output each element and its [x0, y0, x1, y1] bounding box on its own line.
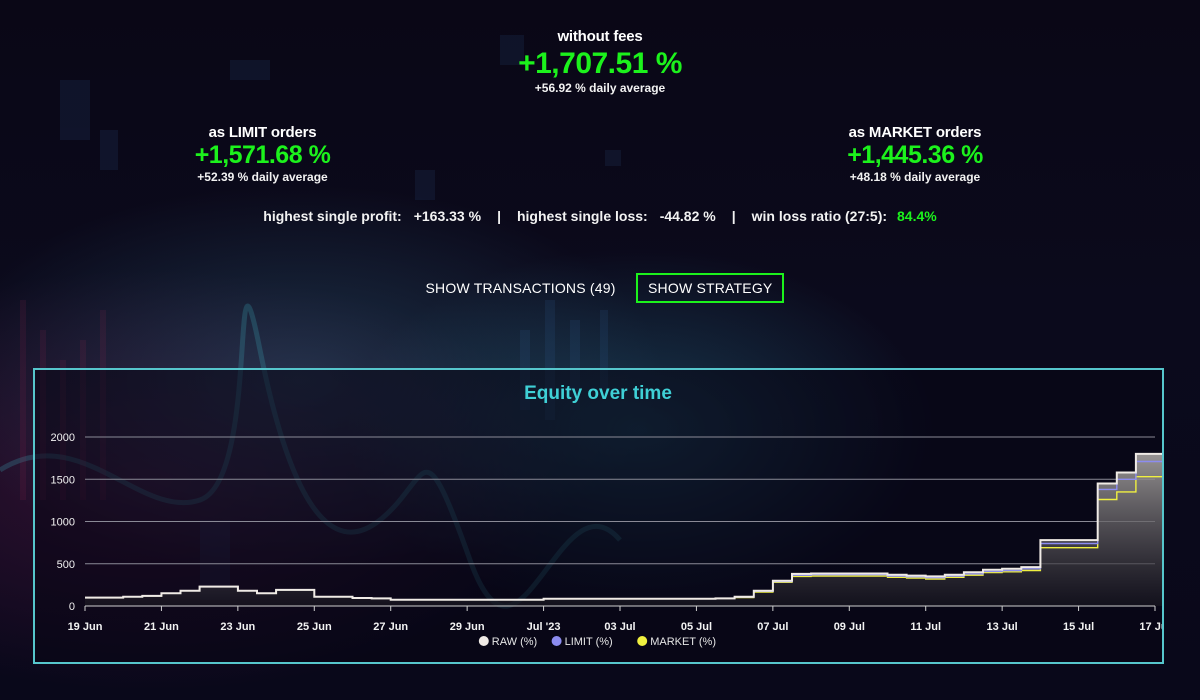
raw-area-fill	[85, 453, 1162, 606]
x-tick-label: 19 Jun	[68, 621, 103, 633]
limit-orders-daily-average: +52.39 % daily average	[197, 170, 328, 184]
market-orders-value: +1,445.36 %	[847, 141, 983, 169]
x-tick-label: 07 Jul	[757, 621, 788, 633]
x-tick-label: 23 Jun	[220, 621, 255, 633]
y-tick-label: 2000	[51, 432, 75, 444]
highest-profit-value: +163.33 %	[413, 208, 482, 224]
without-fees-block: without fees +1,707.51 % +56.92 % daily …	[480, 28, 720, 95]
stats-separator: |	[497, 208, 501, 224]
without-fees-daily-average: +56.92 % daily average	[534, 81, 666, 95]
win-loss-ratio-label: win loss ratio (27:5):	[751, 208, 888, 224]
x-tick-label: 05 Jul	[681, 621, 712, 633]
stats-separator: |	[731, 208, 736, 224]
win-loss-ratio-value: 84.4%	[897, 208, 937, 224]
limit-orders-label: as LIMIT orders	[208, 124, 317, 141]
x-tick-label: 27 Jun	[373, 621, 408, 633]
action-buttons: SHOW TRANSACTIONS (49) SHOW STRATEGY	[0, 273, 1200, 303]
market-orders-label: as MARKET orders	[848, 124, 982, 141]
highest-profit-label: highest single profit:	[263, 208, 402, 224]
market-orders-daily-average: +48.18 % daily average	[849, 170, 981, 184]
x-tick-label: 03 Jul	[604, 621, 635, 633]
highest-loss-label: highest single loss:	[516, 208, 648, 224]
x-tick-label: 11 Jul	[910, 621, 941, 633]
without-fees-label: without fees	[557, 28, 643, 45]
legend-label: LIMIT (%)	[565, 636, 613, 648]
y-tick-label: 0	[69, 601, 75, 613]
legend-marker	[637, 636, 648, 646]
show-strategy-button[interactable]: SHOW STRATEGY	[636, 273, 785, 303]
limit-orders-block: as LIMIT orders +1,571.68 % +52.39 % dai…	[150, 124, 375, 184]
y-tick-label: 500	[57, 559, 75, 571]
show-transactions-button[interactable]: SHOW TRANSACTIONS (49)	[425, 280, 616, 296]
y-tick-label: 1500	[51, 474, 75, 486]
legend-label: RAW (%)	[492, 636, 537, 648]
y-tick-label: 1000	[51, 517, 75, 529]
legend-marker	[478, 636, 489, 646]
x-tick-label: 25 Jun	[297, 621, 332, 633]
x-tick-label: Jul '23	[527, 621, 561, 633]
legend-label: MARKET (%)	[650, 636, 716, 648]
limit-orders-value: +1,571.68 %	[194, 141, 331, 169]
x-tick-label: 29 Jun	[450, 621, 485, 633]
series-line-raw	[85, 452, 1162, 601]
trade-stats-row: highest single profit: +163.33 % | highest …	[0, 208, 1200, 224]
x-tick-label: 21 Jun	[144, 621, 179, 633]
x-tick-label: 09 Jul	[834, 621, 865, 633]
equity-chart: Equity over time 0 500 1000 1500 2000 19 Jun 21…	[51, 383, 1162, 648]
x-tick-label: 15 Jul	[1063, 621, 1094, 633]
without-fees-value: +1,707.51 %	[518, 47, 682, 80]
equity-chart-panel: Equity over time 0 500 1000 1500 2000 19 Jun 21…	[33, 368, 1164, 664]
x-tick-label: 17 Jul	[1139, 621, 1162, 633]
chart-title: Equity over time	[524, 383, 672, 404]
legend-marker	[551, 636, 562, 646]
highest-loss-value: -44.82 %	[659, 208, 716, 224]
x-tick-label: 13 Jul	[987, 621, 1018, 633]
market-orders-block: as MARKET orders +1,445.36 % +48.18 % da…	[800, 124, 1030, 184]
